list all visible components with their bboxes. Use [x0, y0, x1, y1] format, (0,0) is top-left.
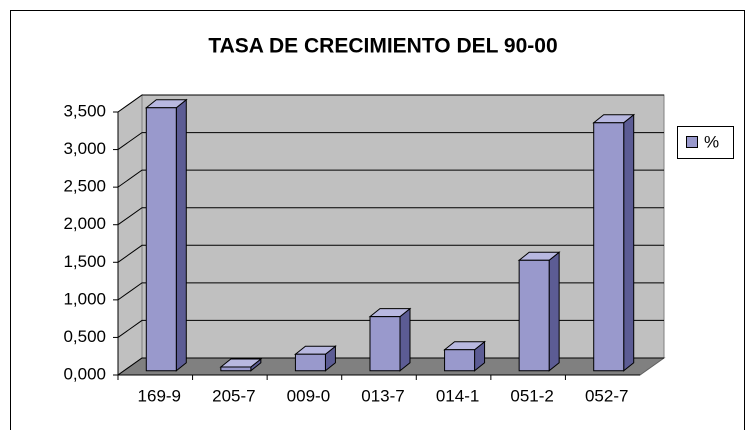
- x-tick-label: 051-2: [510, 386, 553, 405]
- bar-front: [145, 107, 177, 372]
- legend-label: %: [704, 132, 719, 151]
- grid-line: [117, 94, 664, 113]
- bar-side: [175, 98, 187, 372]
- x-tick-label: 205-7: [212, 386, 255, 405]
- grid-line: [117, 244, 664, 263]
- bar: [219, 357, 263, 372]
- x-tick-label: 169-9: [138, 386, 181, 405]
- y-tick-label: 2,000: [63, 214, 106, 233]
- x-tick-label: 052-7: [585, 386, 628, 405]
- grid-line: [117, 169, 664, 188]
- y-tick-label: 1,000: [63, 289, 106, 308]
- x-tick-label: 013-7: [361, 386, 404, 405]
- bar: [368, 307, 412, 372]
- x-tick-label: 009-0: [287, 386, 330, 405]
- bar: [517, 251, 561, 372]
- bar: [443, 340, 486, 372]
- y-tick-label: 3,500: [63, 101, 106, 120]
- bar: [294, 345, 337, 372]
- bar-front: [294, 353, 326, 372]
- grid-line: [117, 282, 664, 301]
- grid-line: [117, 319, 664, 338]
- bar-front: [369, 316, 401, 372]
- grid-line: [117, 357, 664, 376]
- bar: [592, 113, 636, 372]
- y-tick-label: 2,500: [63, 177, 106, 196]
- grid-line: [117, 132, 664, 150]
- y-tick-label: 0,000: [63, 364, 106, 383]
- grid-line: [117, 207, 664, 226]
- bar-front: [518, 259, 550, 372]
- legend-swatch: [686, 136, 698, 148]
- y-tick-label: 3,000: [63, 139, 106, 158]
- chart-title: TASA DE CRECIMIENTO DEL 90-00: [208, 35, 557, 58]
- bar-side: [623, 113, 635, 372]
- x-tick-label: 014-1: [436, 386, 479, 405]
- bar-front: [220, 366, 252, 372]
- bar: [144, 98, 188, 372]
- bar-side: [399, 307, 411, 372]
- bar-front: [444, 349, 476, 372]
- bar-front: [593, 122, 625, 372]
- y-tick-label: 0,500: [63, 327, 106, 346]
- y-tick-label: 1,500: [63, 252, 106, 271]
- bar-side: [548, 251, 560, 372]
- side-wall: [117, 94, 143, 376]
